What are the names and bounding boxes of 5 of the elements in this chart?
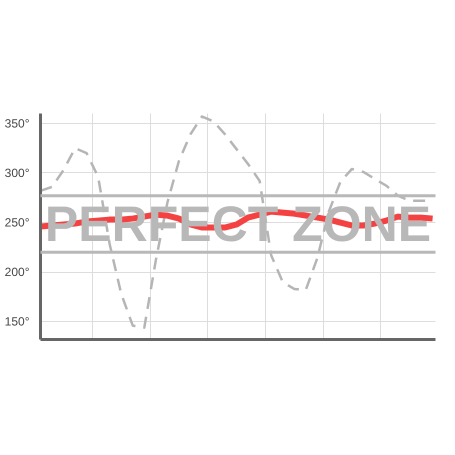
y-tick-label: 350° [4,116,30,130]
y-tick-label: 300° [4,166,30,180]
y-tick-label: 250° [4,216,30,230]
y-tick-label: 150° [4,314,30,329]
y-tick-label: 200° [4,265,30,280]
